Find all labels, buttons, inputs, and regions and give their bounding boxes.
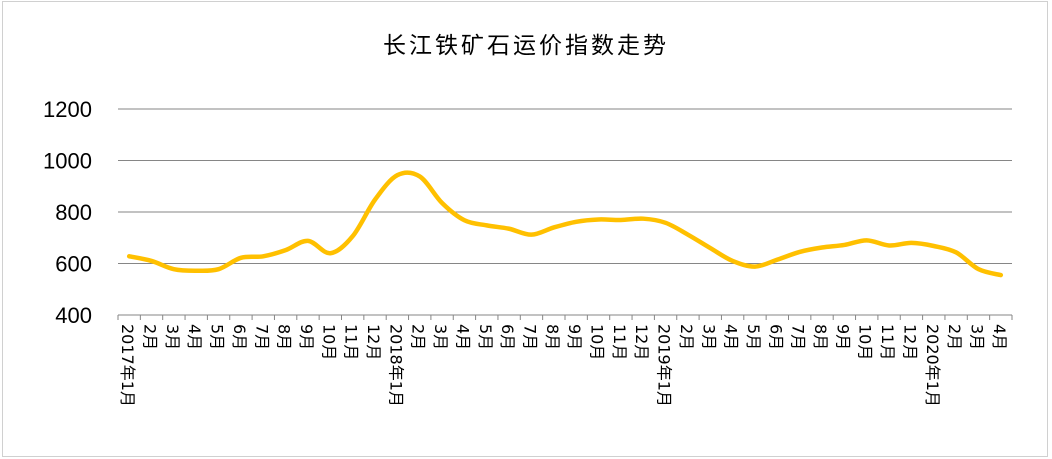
x-tick-label: 2018年1月 [386,324,405,407]
x-tick-label: 4月 [990,324,1009,350]
x-tick-label: 9月 [565,324,584,350]
chart-title: 长江铁矿石运价指数走势 [383,33,669,59]
x-axis [117,314,1013,320]
y-tick-label: 800 [55,200,92,225]
x-tick-label: 4月 [453,324,472,350]
x-tick-label: 12月 [364,324,383,360]
x-tick-label: 2月 [945,324,964,350]
x-tick-label: 8月 [275,324,294,350]
x-tick-label: 2月 [409,324,428,350]
x-tick-label: 12月 [632,324,651,360]
x-tick-label: 10月 [588,324,607,360]
x-tick-label: 6月 [498,324,517,350]
y-tick-label: 1200 [43,97,92,122]
x-tick-label: 10月 [319,324,338,360]
x-tick-label: 9月 [833,324,852,350]
gridlines [118,108,1012,264]
x-tick-label: 11月 [610,324,629,360]
x-tick-label: 8月 [811,324,830,350]
x-tick-label: 2017年1月 [118,324,137,407]
x-tick-label: 7月 [252,324,271,350]
x-tick-label: 12月 [900,324,919,360]
x-tick-label: 2月 [141,324,160,350]
series-line [126,170,1004,278]
x-tick-label: 11月 [342,324,361,360]
x-tick-label: 4月 [722,324,741,350]
x-tick-label: 6月 [766,324,785,350]
x-tick-label: 6月 [230,324,249,350]
x-tick-label: 2月 [677,324,696,350]
x-tick-label: 9月 [297,324,316,350]
x-tick-label: 8月 [543,324,562,350]
x-tick-label: 5月 [208,324,227,350]
x-axis-ticks: 2017年1月 2月 3月 4月 5月 6月 7月 8月 9月 10月 11月 12月 2018年1月 2… [118,324,1009,407]
x-tick-label: 3月 [431,324,450,350]
x-tick-label: 3月 [699,324,718,350]
x-tick-label: 3月 [967,324,986,350]
series [126,170,1004,278]
x-tick-label: 2019年1月 [655,324,674,407]
x-tick-label: 5月 [744,324,763,350]
x-tick-label: 4月 [185,324,204,350]
y-tick-label: 400 [55,303,92,328]
x-tick-label: 7月 [789,324,808,350]
y-axis-ticks: 400 600 800 1000 1200 [43,97,92,328]
y-tick-label: 600 [55,252,92,277]
y-tick-label: 1000 [43,149,92,174]
x-tick-label: 7月 [520,324,539,350]
x-tick-label: 3月 [163,324,182,350]
x-tick-label: 5月 [476,324,495,350]
x-tick-label: 10月 [856,324,875,360]
x-tick-label: 2020年1月 [923,324,942,407]
x-tick-label: 11月 [878,324,897,360]
